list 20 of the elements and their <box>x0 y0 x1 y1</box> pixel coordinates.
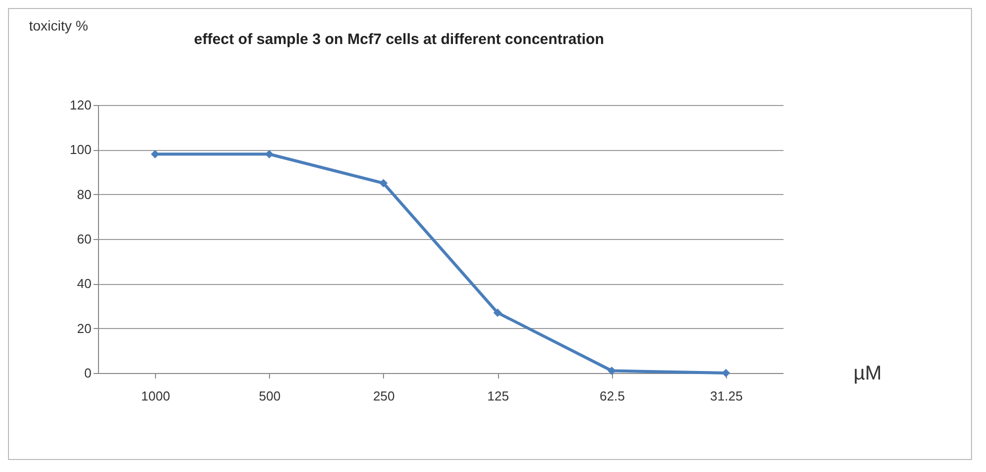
y-tick-label: 40 <box>77 276 92 292</box>
x-tick-label: 31.25 <box>710 388 743 404</box>
x-tick-label: 125 <box>487 388 509 404</box>
x-tick-label: 1000 <box>141 388 170 404</box>
point <box>493 308 502 317</box>
y-tick-label: 120 <box>70 98 92 112</box>
point <box>265 150 274 158</box>
y-tick-label: 0 <box>84 366 92 380</box>
x-tick-label: 62.5 <box>600 388 625 404</box>
x-tick-label: 250 <box>373 388 395 404</box>
y-tick-label: 80 <box>77 186 92 202</box>
y-tick-label: 20 <box>77 320 92 336</box>
chart-title: effect of sample 3 on Mcf7 cells at different concentration <box>194 31 604 48</box>
x-axis-title: µM <box>854 362 882 384</box>
point <box>608 366 616 375</box>
x-tick-label: 500 <box>258 388 281 404</box>
y-axis-title: toxicity % <box>28 18 88 34</box>
y-tick-label: 100 <box>70 142 92 158</box>
y-tick-label: 60 <box>77 232 92 246</box>
point <box>379 178 388 188</box>
